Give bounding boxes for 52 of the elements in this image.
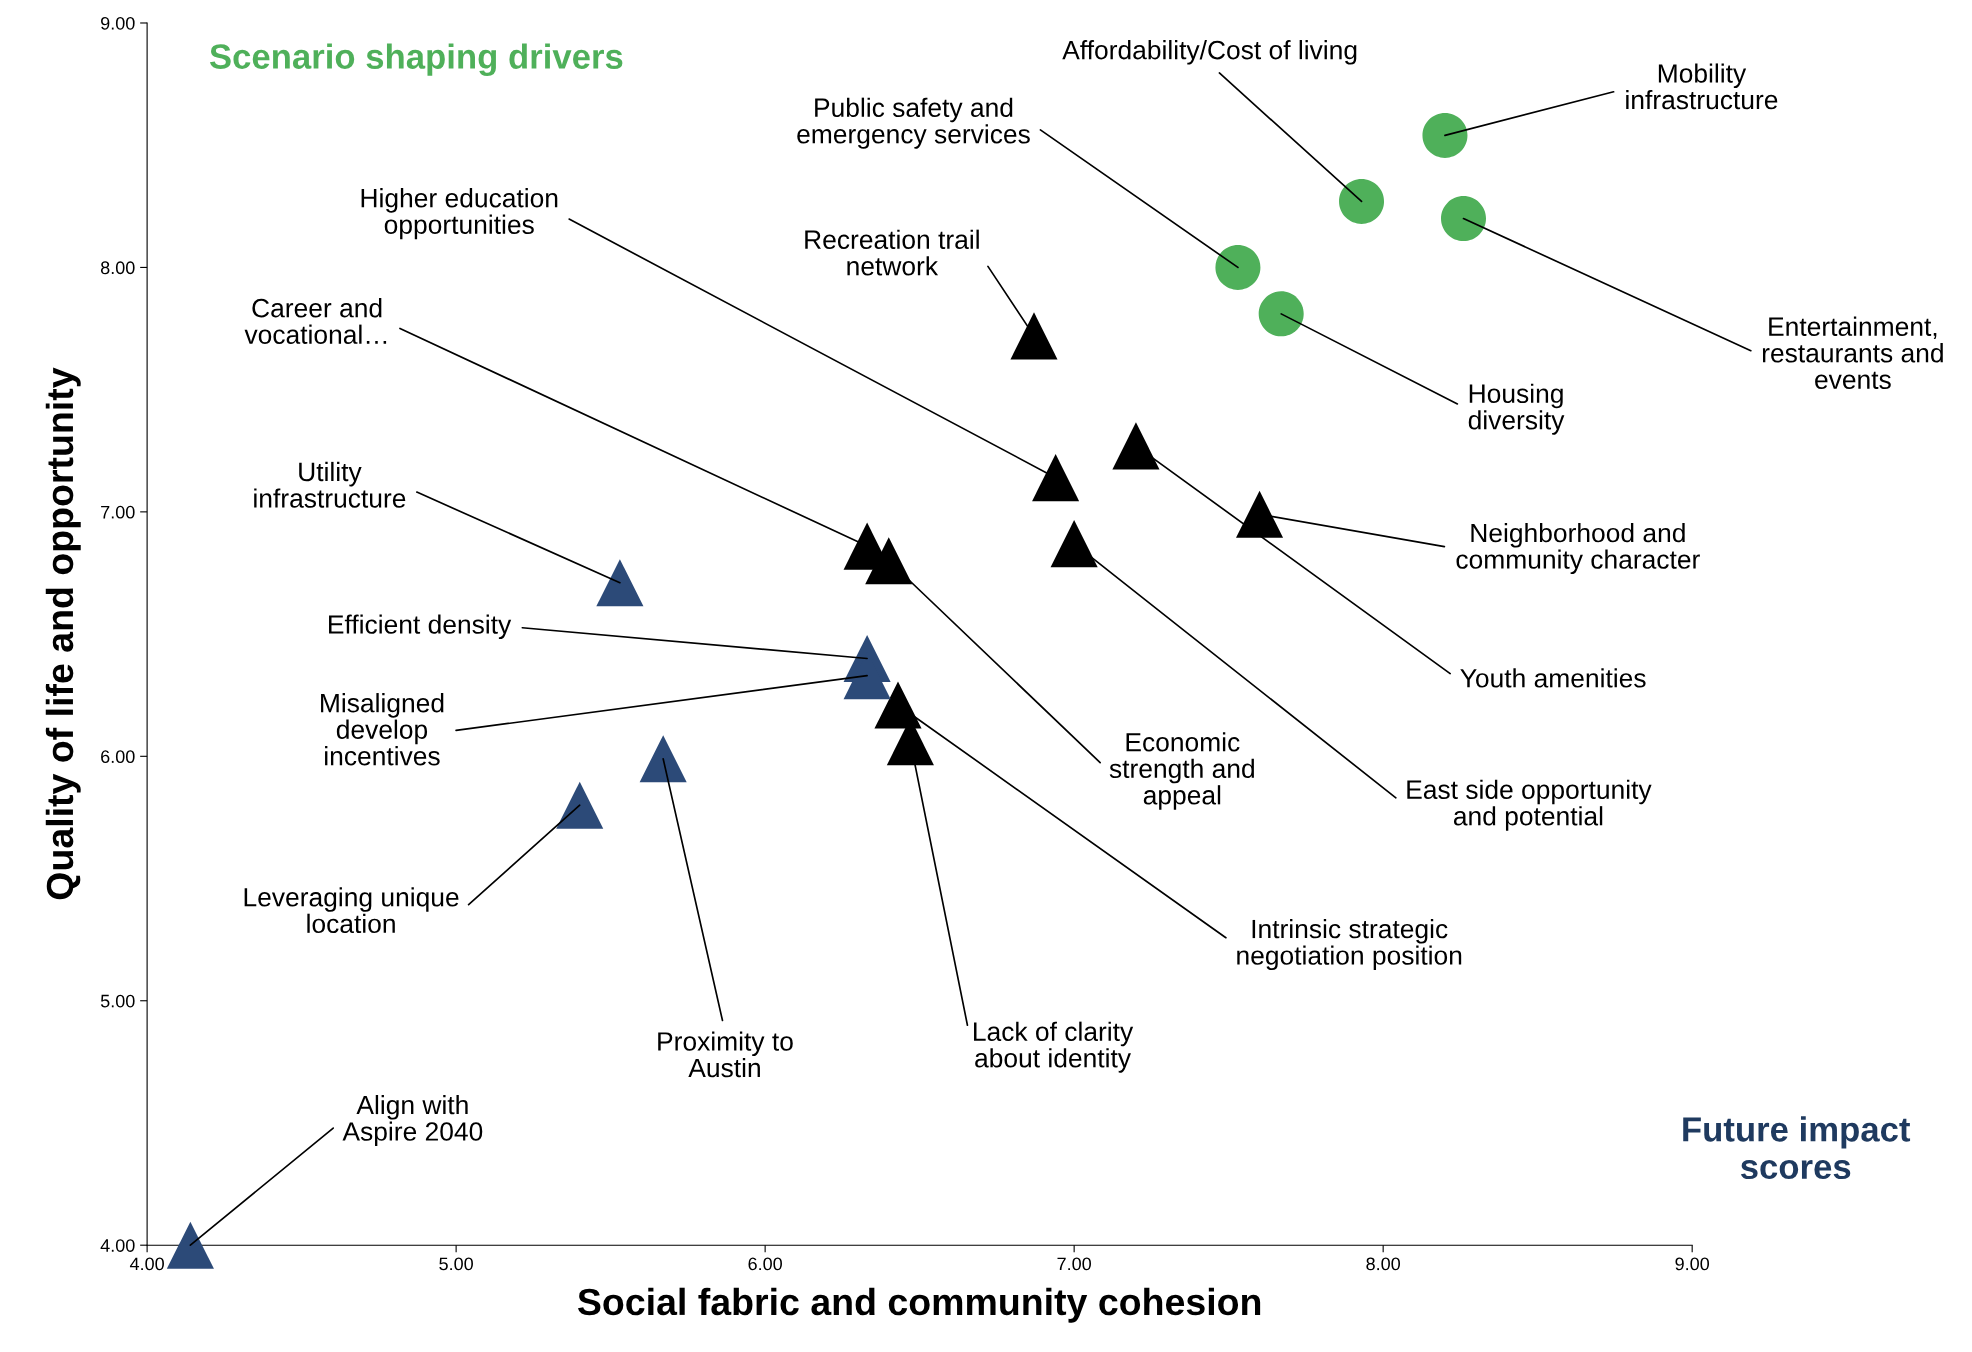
x-tick-label: 9.00 <box>1675 1257 1710 1271</box>
annotation: Intrinsic strategic negotiation position <box>1237 918 1462 971</box>
x-tick-label: 6.00 <box>748 1257 782 1271</box>
point <box>1032 454 1080 502</box>
point <box>596 559 644 607</box>
point <box>556 781 604 829</box>
point <box>1112 422 1160 470</box>
x-tick-label: 7.00 <box>1057 1257 1092 1271</box>
point <box>1258 291 1304 337</box>
annotation: Housing diversity <box>1468 383 1565 435</box>
annotation: Affordability/Cost of living <box>1062 40 1357 65</box>
annotation: Efficient density <box>329 614 512 640</box>
annotation: Utility infrastructure <box>254 461 406 508</box>
annotation: Proximity to Austin <box>658 1031 793 1078</box>
point <box>639 735 687 783</box>
annotation: Future impact scores <box>1683 1116 1911 1180</box>
point <box>166 1221 214 1269</box>
point <box>1339 178 1385 224</box>
annotation: Career and vocational… <box>244 298 387 344</box>
annotation: Lack of clarity about identity <box>974 1021 1134 1073</box>
annotation: Neighborhood and community character <box>1456 522 1700 575</box>
x-axis-title: Social fabric and community cohesion <box>577 1287 1261 1323</box>
annotation: Align with Aspire 2040 <box>342 1094 483 1147</box>
point <box>1050 520 1098 568</box>
point <box>1215 244 1261 290</box>
y-tick-label: 6.00 <box>101 750 135 764</box>
annotation: Leveraging unique location <box>244 887 459 934</box>
x-tick-label: 5.00 <box>439 1257 473 1271</box>
point <box>874 681 922 729</box>
annotation: Higher education opportunities <box>361 188 558 240</box>
point <box>865 537 913 585</box>
annotation: Public safety and emergency services <box>797 97 1030 149</box>
point <box>1441 196 1486 242</box>
annotation: Youth amenities <box>1460 668 1646 688</box>
point <box>1422 112 1468 158</box>
annotation: Recreation trail network <box>805 229 979 276</box>
text: Scenario shaping drivers <box>209 43 623 76</box>
annotation: Mobility infrastructure <box>1626 63 1778 110</box>
x-tick-label: 8.00 <box>1366 1257 1401 1271</box>
annotation: Economic strength and appeal <box>1109 732 1254 810</box>
y-tick-label: 8.00 <box>100 261 135 275</box>
y-tick-label: 7.00 <box>101 505 135 519</box>
point <box>1010 312 1058 360</box>
y-tick-label: 5.00 <box>100 994 135 1008</box>
y-axis-title: Quality of life and opportunity <box>45 367 81 900</box>
x-tick-label: 4.00 <box>129 1257 164 1271</box>
y-tick-label: 9.00 <box>101 16 135 30</box>
point <box>1236 490 1284 538</box>
y-tick-label: 4.00 <box>100 1239 135 1252</box>
annotation: Entertainment, restaurants and events <box>1762 316 1943 390</box>
annotation: Misaligned develop incentives <box>321 693 444 766</box>
annotation: East side opportunity and potential <box>1407 779 1652 831</box>
